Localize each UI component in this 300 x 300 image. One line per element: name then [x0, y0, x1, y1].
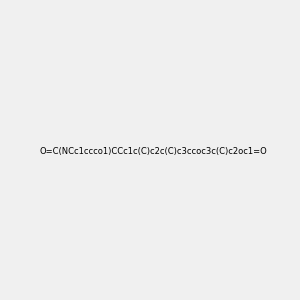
Text: O=C(NCc1ccco1)CCc1c(C)c2c(C)c3ccoc3c(C)c2oc1=O: O=C(NCc1ccco1)CCc1c(C)c2c(C)c3ccoc3c(C)c… — [40, 147, 268, 156]
